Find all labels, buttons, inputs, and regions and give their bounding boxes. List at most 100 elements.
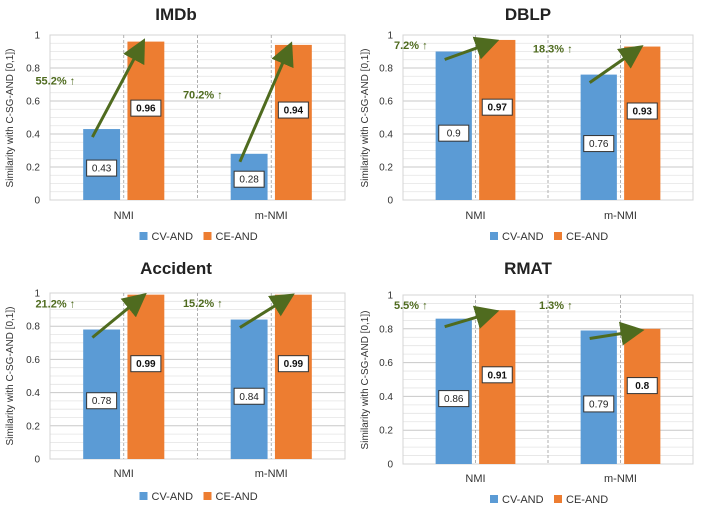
y-tick-label: 1 [34, 289, 40, 300]
data-label: 0.96 [136, 104, 156, 115]
improvement-arrow [444, 305, 500, 329]
y-tick-label: 1 [387, 31, 393, 42]
x-category-label: NMI [114, 210, 134, 222]
legend-swatch [139, 232, 148, 240]
data-label-box [438, 390, 470, 408]
ce-and-bar-nmi [479, 39, 516, 201]
improvement-label: 70.2% ↑ [183, 89, 223, 101]
data-label: 0.97 [488, 103, 508, 114]
data-label-box [277, 355, 309, 373]
x-category-label: m-NMI [604, 473, 637, 485]
y-tick-label: 0.4 [379, 392, 393, 403]
y-tick-label: 0.4 [379, 130, 393, 141]
data-label-box [481, 366, 513, 384]
data-label-box [233, 170, 265, 188]
chart-title: Accident [140, 259, 212, 278]
chart-title: DBLP [505, 5, 551, 24]
legend-swatch [203, 232, 212, 240]
data-label: 0.93 [633, 106, 653, 117]
data-label: 0.91 [488, 370, 508, 381]
legend-swatch [139, 492, 148, 500]
improvement-arrow [444, 36, 500, 61]
data-label-box [86, 159, 118, 177]
improvement-label: 21.2% ↑ [35, 299, 75, 311]
ce-and-bar-nmi [479, 310, 516, 464]
y-tick-label: 0.4 [26, 388, 40, 399]
legend-label: CE-AND [216, 491, 258, 503]
y-tick-label: 0.8 [26, 322, 40, 333]
legend-label: CE-AND [566, 494, 608, 506]
data-label-box [233, 387, 265, 405]
chart-panel-rmat: RMAT Similarity with C-SG-AND [0,1]) 0 0.2 0… [360, 259, 694, 506]
x-category-label: NMI [465, 210, 485, 222]
improvement-arrow [91, 38, 146, 138]
chart-panel-dblp: DBLP Similarity with C-SG-AND [0,1]) 0 0.2 0… [360, 5, 694, 243]
data-label: 0.84 [239, 392, 259, 403]
legend-label: CV-AND [502, 494, 544, 506]
legend-swatch [490, 495, 498, 503]
data-label: 0.99 [284, 359, 304, 370]
improvement-label: 15.2% ↑ [183, 298, 223, 310]
y-axis-label: Similarity with C-SG-AND [0,1]) [5, 307, 16, 446]
improvement-arrow [238, 41, 294, 163]
y-tick-label: 0.6 [26, 355, 40, 366]
legend-swatch [554, 495, 562, 503]
legend-label: CV-AND [152, 491, 194, 503]
x-category-label: NMI [465, 473, 485, 485]
chart-panel-imdb: IMDb Similarity with C-SG-AND [0,1]) 0 0.2 0… [5, 5, 346, 243]
improvement-label: 5.5% ↑ [394, 300, 428, 312]
data-label: 0.78 [92, 396, 112, 407]
y-tick-label: 0 [387, 196, 393, 207]
data-label-box [130, 99, 162, 117]
y-tick-label: 0.2 [26, 421, 40, 432]
improvement-label: 55.2% ↑ [35, 75, 75, 87]
y-axis-label: Similarity with C-SG-AND [0,1]) [5, 49, 16, 188]
data-label-box [86, 392, 118, 410]
y-tick-label: 0.6 [26, 97, 40, 108]
improvement-arrow [239, 293, 295, 329]
ce-and-bar-nmi [127, 294, 165, 459]
legend-swatch [203, 492, 212, 500]
y-tick-label: 0.2 [379, 163, 393, 174]
y-axis-label: Similarity with C-SG-AND [0,1]) [360, 49, 371, 188]
improvement-label: 7.2% ↑ [394, 40, 428, 52]
chart-title: RMAT [504, 259, 552, 278]
x-category-label: NMI [114, 468, 134, 480]
improvement-arrow [588, 45, 644, 84]
legend-label: CE-AND [216, 231, 258, 243]
data-label-box [130, 355, 162, 373]
chart-title: IMDb [155, 5, 197, 24]
y-tick-label: 1 [34, 31, 40, 42]
x-category-label: m-NMI [604, 210, 637, 222]
y-tick-label: 0.6 [379, 358, 393, 369]
data-label-box [277, 101, 309, 119]
y-tick-label: 0 [387, 460, 393, 471]
y-tick-label: 0.2 [379, 426, 393, 437]
ce-and-bar-m-nmi [624, 46, 661, 200]
data-label: 0.79 [589, 399, 609, 410]
improvement-arrow [91, 292, 147, 339]
data-label: 0.99 [136, 359, 156, 370]
data-label-box [438, 124, 470, 142]
y-tick-label: 0.2 [26, 163, 40, 174]
data-label: 0.8 [635, 381, 649, 392]
chart-panel-accident: Accident Similarity with C-SG-AND [0,1]) 0… [5, 259, 346, 503]
data-label-box [626, 102, 658, 120]
data-label: 0.43 [92, 164, 112, 175]
ce-and-bar-m-nmi [274, 294, 312, 459]
y-axis-label: Similarity with C-SG-AND [0,1]) [360, 311, 371, 450]
data-label: 0.28 [239, 175, 259, 186]
y-tick-label: 0.6 [379, 97, 393, 108]
y-tick-label: 0.8 [379, 324, 393, 335]
data-label: 0.76 [589, 139, 609, 150]
y-tick-label: 0.8 [379, 64, 393, 75]
legend-swatch [554, 232, 562, 240]
data-label-box [481, 98, 513, 116]
ce-and-bar-nmi [127, 41, 165, 200]
ce-and-bar-m-nmi [624, 328, 661, 464]
legend-label: CE-AND [566, 231, 608, 243]
data-label: 0.9 [447, 129, 461, 140]
legend-label: CV-AND [152, 231, 194, 243]
